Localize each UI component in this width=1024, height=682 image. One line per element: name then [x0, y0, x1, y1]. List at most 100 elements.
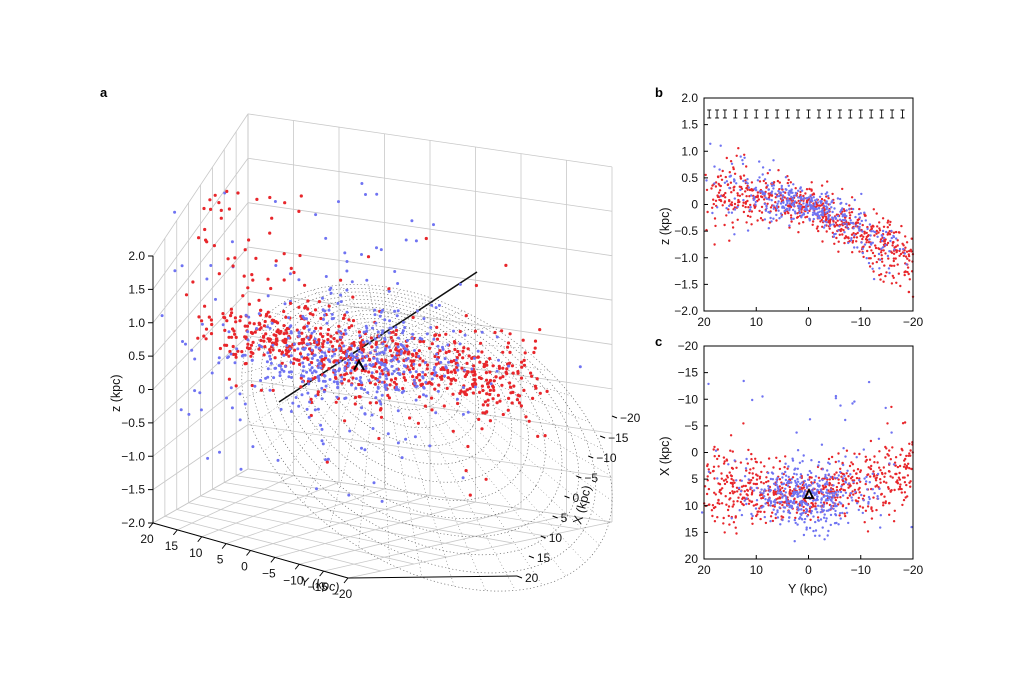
red-star-point — [407, 368, 411, 372]
blue-star-point — [892, 234, 895, 238]
blue-star-point — [346, 364, 350, 368]
red-star-point — [481, 403, 485, 407]
blue-star-point — [422, 393, 425, 397]
blue-star-point — [805, 502, 808, 505]
blue-star-point — [802, 533, 806, 537]
blue-star-point — [769, 504, 772, 507]
red-star-point — [805, 188, 809, 191]
red-star-point — [907, 272, 910, 276]
blue-star-point — [403, 347, 407, 351]
red-star-point — [389, 336, 393, 340]
mesh-ring — [299, 306, 513, 483]
blue-star-point — [851, 499, 854, 502]
blue-star-point — [335, 361, 339, 365]
blue-star-point — [302, 374, 306, 378]
red-star-point — [718, 490, 721, 494]
blue-star-point — [839, 490, 843, 494]
red-star-point — [808, 209, 811, 213]
red-star-point — [757, 510, 760, 513]
red-star-point — [795, 511, 799, 514]
blue-star-point — [821, 208, 824, 211]
wall-gridline — [247, 113, 613, 168]
blue-star-point — [345, 269, 349, 273]
red-star-point — [741, 502, 744, 506]
red-star-point — [759, 517, 762, 521]
red-star-point — [259, 308, 263, 312]
red-star-point — [259, 338, 263, 343]
red-star-point — [480, 384, 484, 388]
blue-star-point — [279, 407, 283, 411]
blue-star-point — [209, 264, 213, 267]
blue-star-point — [414, 398, 418, 402]
blue-star-point — [374, 396, 378, 400]
red-star-point — [727, 208, 730, 211]
red-star-point — [781, 503, 784, 507]
blue-star-point — [456, 363, 460, 367]
b-y-tick-label: −1.0 — [674, 251, 698, 265]
blue-star-point — [781, 476, 784, 479]
red-star-point — [430, 408, 434, 412]
red-star-point — [886, 453, 889, 456]
blue-star-point — [816, 213, 819, 216]
blue-star-point — [889, 239, 892, 243]
red-star-point — [522, 388, 526, 392]
blue-star-point — [789, 191, 793, 194]
red-star-point — [243, 362, 247, 366]
blue-star-point — [846, 469, 849, 472]
mesh-spoke — [377, 336, 573, 397]
red-star-point — [250, 273, 254, 277]
red-star-point — [510, 364, 514, 368]
red-star-point — [868, 245, 871, 249]
red-star-point — [722, 522, 725, 525]
red-star-point — [777, 169, 780, 172]
red-star-point — [820, 197, 824, 201]
red-star-point — [732, 479, 735, 482]
red-star-point — [284, 340, 288, 345]
red-star-point — [856, 468, 860, 471]
blue-star-point — [436, 389, 440, 393]
red-star-point — [257, 347, 261, 351]
blue-star-point — [841, 207, 844, 210]
blue-star-point — [410, 336, 414, 340]
blue-star-point — [260, 345, 264, 349]
red-star-point — [903, 491, 907, 494]
blue-star-point — [333, 352, 337, 356]
blue-star-point — [283, 302, 287, 306]
blue-star-point — [376, 378, 380, 382]
red-star-point — [889, 220, 892, 224]
red-star-point — [893, 264, 896, 267]
red-star-point — [878, 229, 882, 232]
blue-star-point — [173, 269, 177, 273]
blue-star-point — [288, 272, 292, 276]
blue-star-point — [397, 360, 401, 363]
blue-star-point — [827, 473, 831, 476]
blue-star-point — [454, 358, 458, 362]
blue-star-point — [738, 486, 741, 490]
red-star-point — [326, 332, 330, 336]
blue-star-point — [323, 351, 327, 355]
blue-star-point — [812, 196, 815, 199]
blue-star-point — [316, 358, 320, 362]
blue-star-point — [238, 418, 242, 422]
red-star-point — [394, 347, 398, 352]
blue-star-point — [768, 498, 771, 502]
red-star-point — [287, 354, 291, 358]
blue-star-point — [822, 503, 825, 506]
red-star-point — [430, 372, 434, 376]
red-star-point — [755, 461, 758, 464]
blue-star-point — [787, 184, 790, 187]
blue-star-point — [380, 499, 384, 503]
red-star-point — [508, 385, 513, 389]
blue-star-point — [884, 243, 887, 247]
blue-star-point — [784, 203, 788, 207]
blue-star-point — [839, 210, 842, 213]
blue-star-point — [758, 176, 761, 179]
red-star-point — [719, 174, 722, 177]
red-star-point — [274, 339, 278, 344]
blue-star-point — [845, 225, 848, 228]
mesh-spoke — [377, 336, 613, 501]
blue-star-point — [400, 391, 404, 394]
red-star-point — [478, 390, 482, 394]
red-star-point — [466, 347, 470, 351]
blue-star-point — [413, 349, 416, 352]
